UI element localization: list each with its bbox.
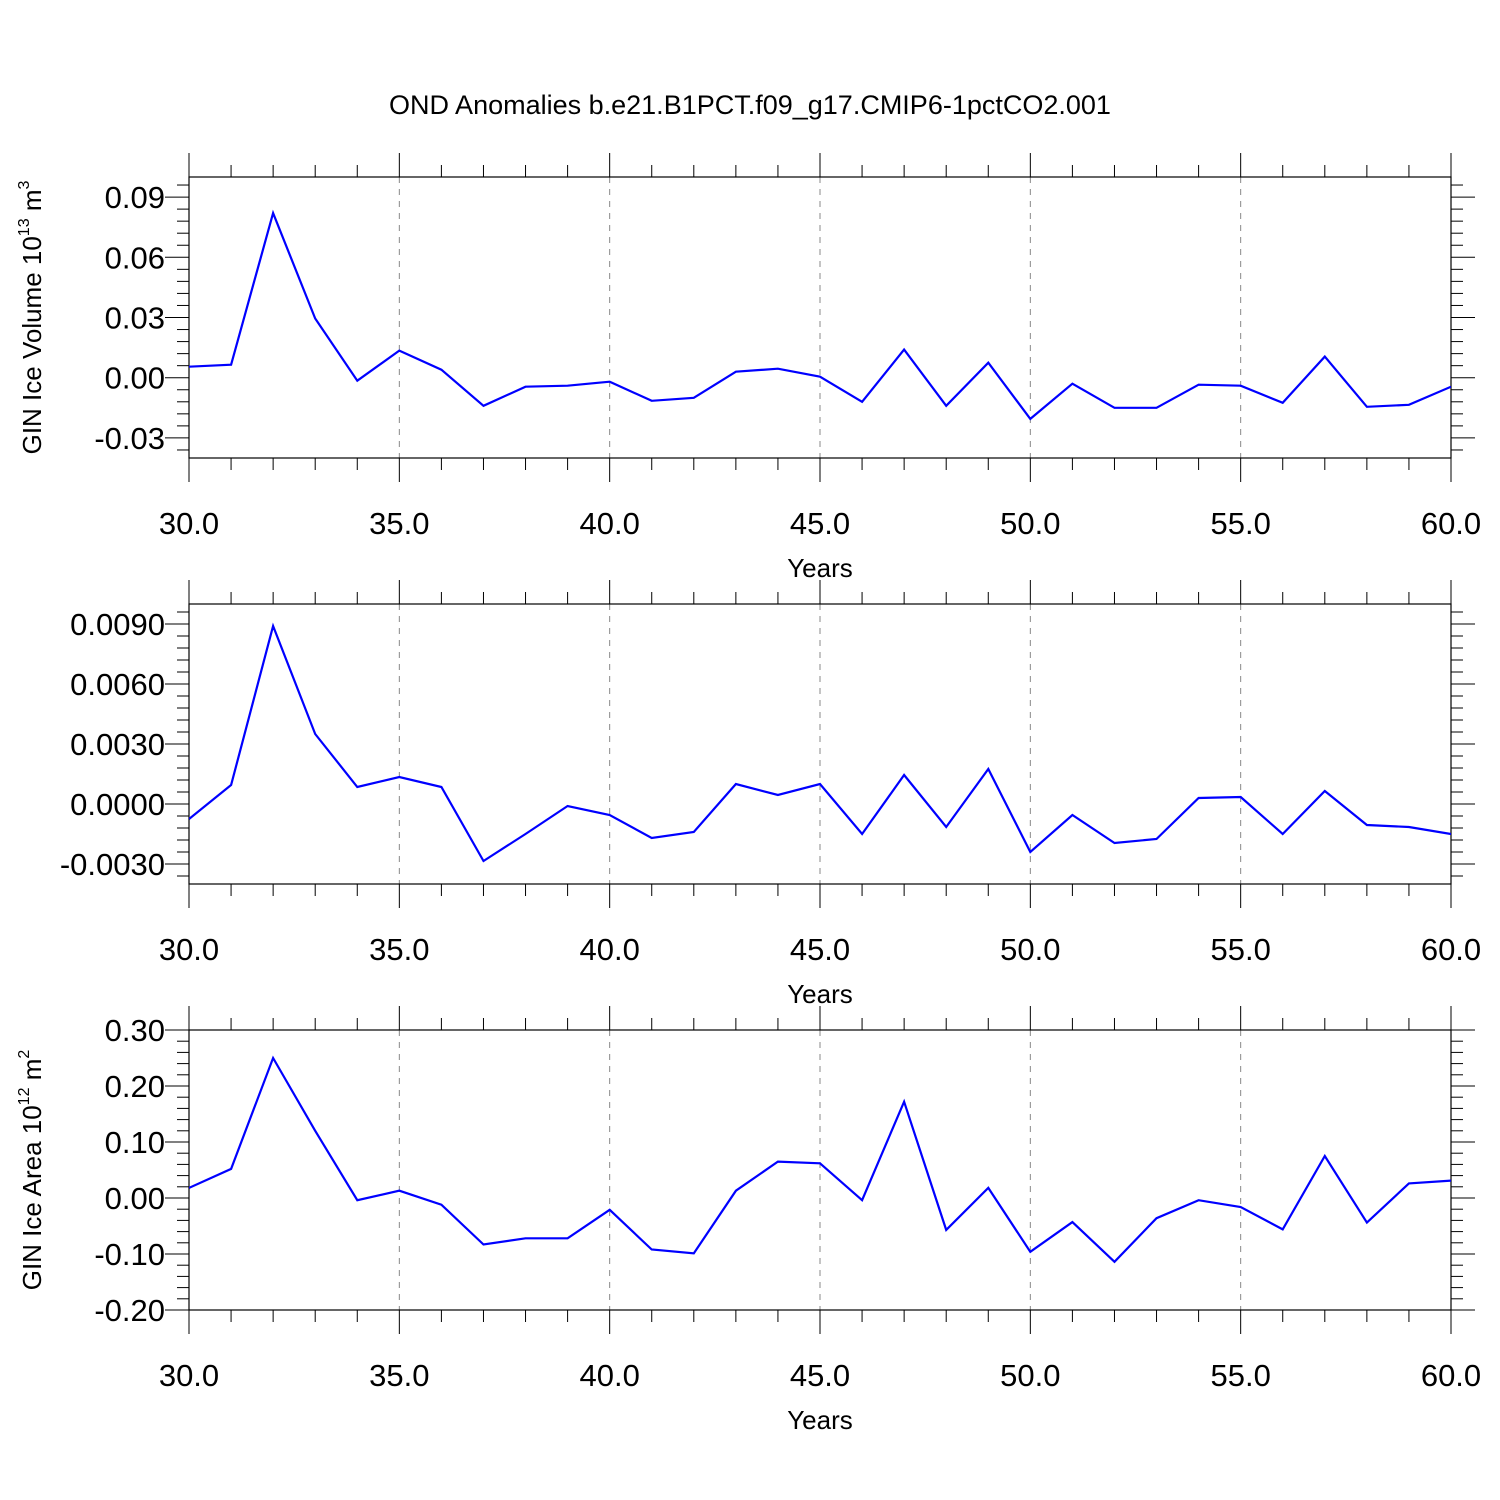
series-line (189, 622, 1451, 863)
x-tick-label: 40.0 (579, 1358, 639, 1393)
x-tick-label: 35.0 (369, 932, 429, 967)
x-axis-title: Years (787, 979, 853, 1009)
panels: 30.0 35.0 40.0 45.0 50.0 55.0 60.0 Years 0.09 0.0… (16, 153, 1481, 1435)
y-tick-label: 0.09 (105, 180, 165, 215)
series-line (189, 1055, 1451, 1264)
x-tick-label: 35.0 (369, 1358, 429, 1393)
x-tick-label: 30.0 (159, 932, 219, 967)
y-axis-title: GIN Ice Area 1012 m2 (16, 1050, 47, 1291)
x-tick-label: 60.0 (1421, 1358, 1481, 1393)
x-tick-label: 40.0 (579, 506, 639, 541)
x-axis-title: Years (787, 1405, 853, 1435)
y-tick-label: -0.03 (94, 421, 165, 456)
y-tick-label: 0.0030 (70, 727, 165, 762)
y-tick-label: 0.0000 (70, 787, 165, 822)
y-tick-label: 0.0090 (70, 607, 165, 642)
x-tick-label: 35.0 (369, 506, 429, 541)
x-tick-label: 50.0 (1000, 506, 1060, 541)
x-tick-label: 45.0 (790, 932, 850, 967)
panel-1: 30.0 35.0 40.0 45.0 50.0 55.0 60.0 Years 0.09 0.0… (16, 153, 1481, 583)
x-tick-label: 50.0 (1000, 1358, 1060, 1393)
y-tick-label: 0.00 (105, 361, 165, 396)
y-tick-label: 0.10 (105, 1125, 165, 1160)
y-tick-label: 0.00 (105, 1181, 165, 1216)
x-tick-label: 30.0 (159, 1358, 219, 1393)
x-tick-label: 45.0 (790, 506, 850, 541)
x-tick-label: 45.0 (790, 1358, 850, 1393)
x-tick-label: 50.0 (1000, 932, 1060, 967)
x-tick-label: 55.0 (1210, 506, 1270, 541)
x-tick-label: 40.0 (579, 932, 639, 967)
x-tick-label: 55.0 (1210, 1358, 1270, 1393)
x-tick-label: 60.0 (1421, 506, 1481, 541)
x-tick-label: 55.0 (1210, 932, 1270, 967)
x-axis-title: Years (787, 553, 853, 583)
chart-title: OND Anomalies b.e21.B1PCT.f09_g17.CMIP6-… (389, 90, 1111, 120)
y-tick-label: -0.10 (94, 1237, 165, 1272)
y-tick-label: 0.20 (105, 1069, 165, 1104)
y-tick-label: 0.03 (105, 301, 165, 336)
panel-3: 30.0 35.0 40.0 45.0 50.0 55.0 60.0 Years 0.30 0.2… (16, 1006, 1481, 1435)
y-tick-label: 0.30 (105, 1013, 165, 1048)
x-tick-label: 30.0 (159, 506, 219, 541)
y-tick-label: 0.0060 (70, 667, 165, 702)
y-tick-label: -0.20 (94, 1293, 165, 1328)
x-tick-label: 60.0 (1421, 932, 1481, 967)
panel-2: 30.0 35.0 40.0 45.0 50.0 55.0 60.0 Years 0.0090 0… (60, 580, 1481, 1009)
y-tick-label: 0.06 (105, 240, 165, 275)
y-tick-label: -0.0030 (60, 847, 165, 882)
series-line (189, 209, 1451, 421)
y-axis-title: GIN Ice Volume 1013 m3 (16, 180, 47, 454)
